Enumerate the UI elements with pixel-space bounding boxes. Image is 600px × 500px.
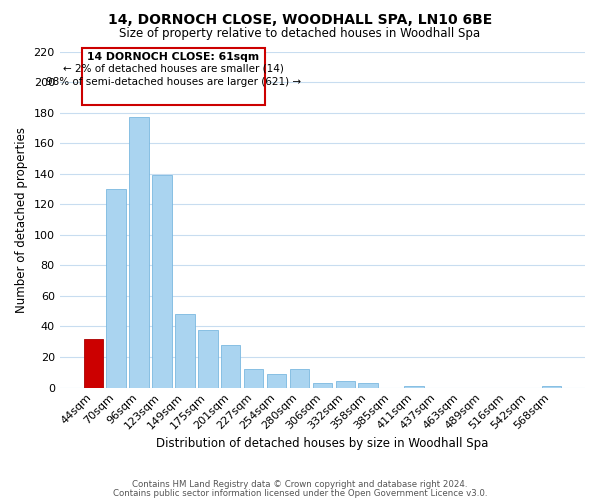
Bar — [335, 382, 355, 388]
Text: Contains public sector information licensed under the Open Government Licence v3: Contains public sector information licen… — [113, 488, 487, 498]
Bar — [130, 117, 149, 388]
Bar — [175, 314, 194, 388]
Bar — [267, 374, 286, 388]
Bar — [358, 383, 378, 388]
Bar — [198, 330, 218, 388]
Text: 14, DORNOCH CLOSE, WOODHALL SPA, LN10 6BE: 14, DORNOCH CLOSE, WOODHALL SPA, LN10 6B… — [108, 12, 492, 26]
Bar — [404, 386, 424, 388]
Y-axis label: Number of detached properties: Number of detached properties — [15, 126, 28, 312]
Bar — [244, 370, 263, 388]
Bar — [106, 189, 126, 388]
Bar — [83, 338, 103, 388]
Bar — [221, 345, 241, 388]
Text: ← 2% of detached houses are smaller (14): ← 2% of detached houses are smaller (14) — [63, 64, 284, 74]
X-axis label: Distribution of detached houses by size in Woodhall Spa: Distribution of detached houses by size … — [156, 437, 488, 450]
Text: 14 DORNOCH CLOSE: 61sqm: 14 DORNOCH CLOSE: 61sqm — [88, 52, 260, 62]
Text: Contains HM Land Registry data © Crown copyright and database right 2024.: Contains HM Land Registry data © Crown c… — [132, 480, 468, 489]
Bar — [152, 175, 172, 388]
Bar — [290, 370, 309, 388]
FancyBboxPatch shape — [82, 48, 265, 105]
Bar — [313, 383, 332, 388]
Bar — [542, 386, 561, 388]
Text: 98% of semi-detached houses are larger (621) →: 98% of semi-detached houses are larger (… — [46, 78, 301, 88]
Text: Size of property relative to detached houses in Woodhall Spa: Size of property relative to detached ho… — [119, 28, 481, 40]
